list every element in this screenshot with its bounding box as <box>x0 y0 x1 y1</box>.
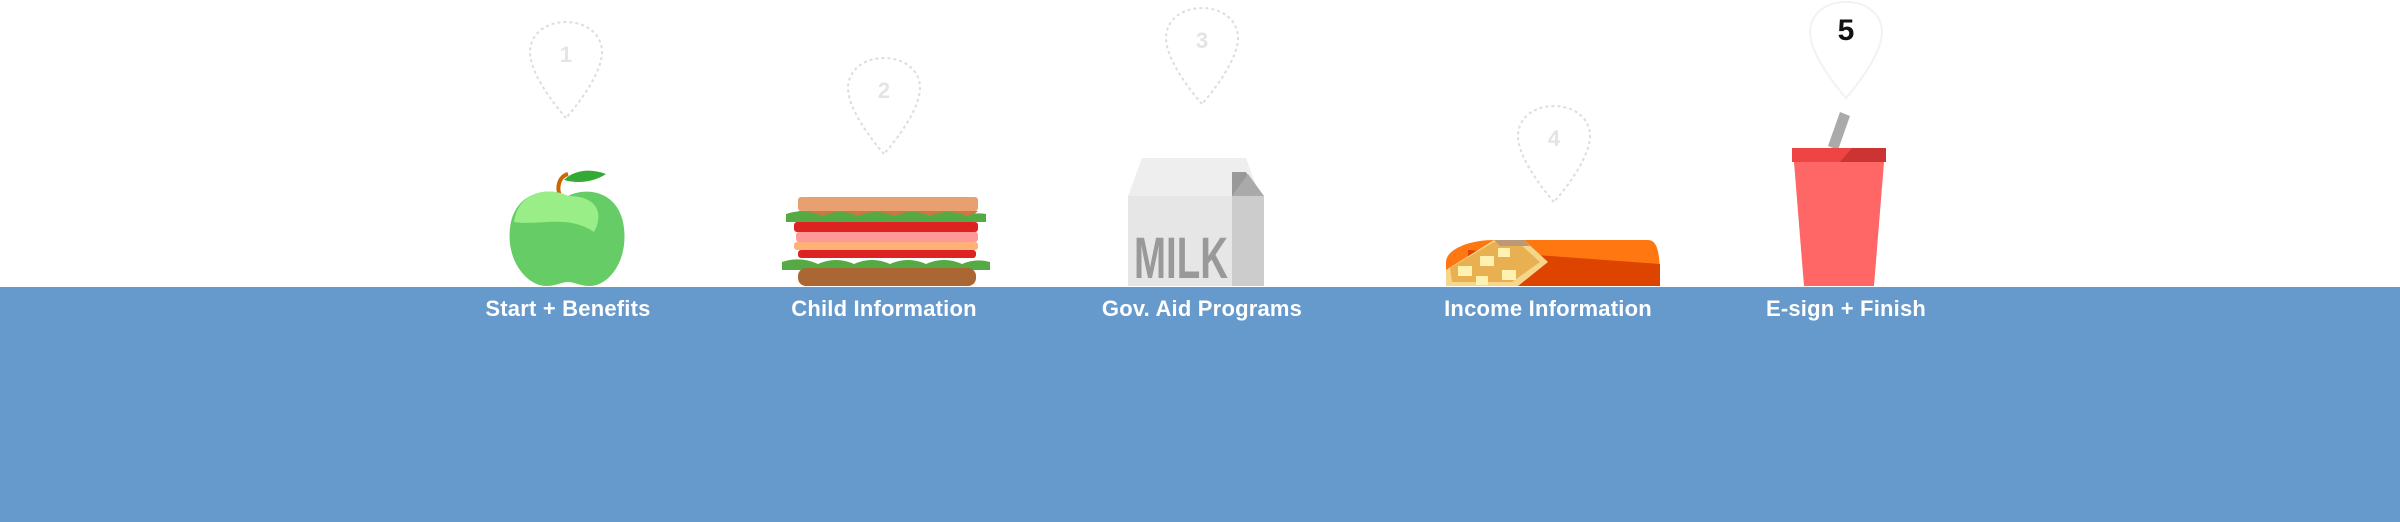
step-number: 2 <box>877 78 891 103</box>
step-number: 5 <box>1837 14 1855 47</box>
step-label: Income Information <box>1444 296 1652 321</box>
progress-band <box>0 287 2400 522</box>
step-label: Gov. Aid Programs <box>1101 296 1303 321</box>
step-number-marker: 5 <box>1806 0 1886 100</box>
milk-carton-text: MILK <box>1134 226 1228 290</box>
step-start-benefits[interactable]: 1 Start + Benefits <box>448 0 688 330</box>
step-label: Child Information <box>791 296 977 321</box>
step-number: 3 <box>1195 28 1209 53</box>
step-label: Start + Benefits <box>485 296 651 321</box>
step-number-marker: 1 <box>526 20 606 120</box>
step-number-marker: 2 <box>844 56 924 156</box>
step-number-marker: 3 <box>1162 6 1242 106</box>
step-gov-aid-programs[interactable]: 3 MILK Gov. Aid Programs <box>1082 0 1322 330</box>
drink-cup-icon <box>1792 112 1886 286</box>
sandwich-icon <box>782 197 990 286</box>
step-number: 4 <box>1547 126 1561 151</box>
apple-icon <box>509 170 625 286</box>
milk-carton-icon: MILK <box>1128 158 1264 290</box>
step-number: 1 <box>559 42 573 67</box>
step-child-information[interactable]: 2 Child Information <box>764 0 1004 330</box>
pizza-slice-icon <box>1446 240 1660 286</box>
step-income-information[interactable]: 4 Income Information <box>1428 0 1668 330</box>
step-e-sign-finish[interactable]: 5 E-sign + Finish <box>1726 0 1966 330</box>
step-label: E-sign + Finish <box>1765 296 1927 321</box>
step-number-marker: 4 <box>1514 104 1594 204</box>
